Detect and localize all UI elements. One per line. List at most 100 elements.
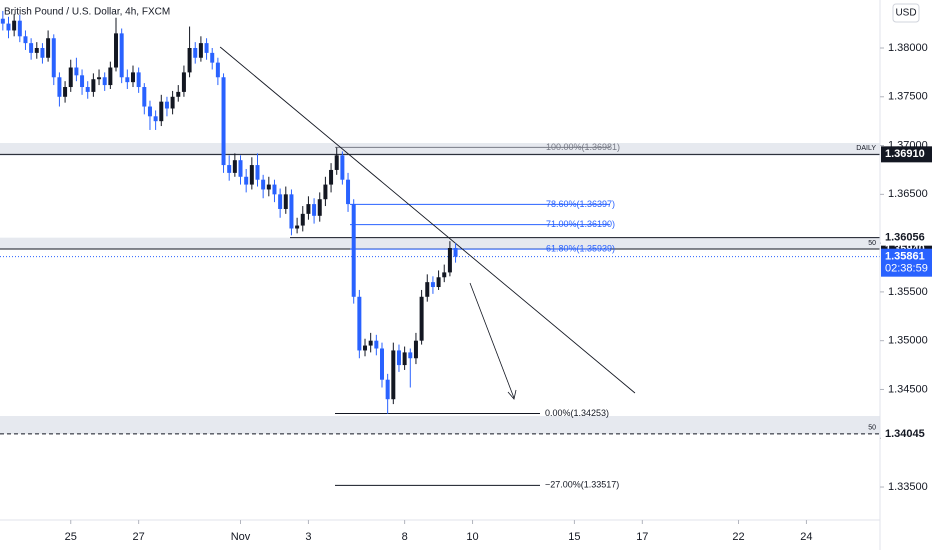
candle-body — [266, 184, 271, 190]
zone — [0, 237, 880, 249]
candle-body — [46, 38, 51, 58]
x-tick-label: 17 — [636, 531, 648, 543]
candle-body — [261, 179, 266, 190]
candle-body — [391, 350, 396, 400]
y-tick-label: 1.33500 — [888, 481, 928, 493]
candle-body — [85, 87, 90, 92]
candle-body — [17, 20, 22, 37]
fib-label: 78.60%(1.36397) — [546, 199, 615, 209]
level-label: 50 — [868, 425, 876, 432]
candle-body — [249, 165, 254, 185]
candle-body — [0, 18, 5, 24]
candle-body — [374, 340, 379, 349]
candle-body — [346, 179, 351, 205]
y-tick-label: 1.38000 — [888, 42, 928, 54]
candle-body — [181, 72, 186, 92]
candle-body — [119, 33, 124, 78]
candle-body — [176, 91, 181, 97]
fib-label: 71.00%(1.36190) — [546, 219, 615, 229]
candle-body — [340, 155, 345, 180]
candle-body — [368, 340, 373, 346]
level-label: DAILY — [856, 145, 876, 152]
price-badge-bg — [881, 229, 932, 246]
candle-body — [357, 296, 362, 351]
candle-body — [40, 48, 45, 58]
candle-body — [63, 87, 68, 97]
candle-body — [34, 48, 39, 53]
candle-body — [227, 165, 232, 173]
candle-body — [430, 282, 435, 288]
candle-body — [159, 101, 164, 122]
candle-body — [447, 248, 452, 273]
price-badge-bg — [881, 248, 932, 277]
candle-body — [6, 23, 11, 31]
y-tick-label: 1.37500 — [888, 91, 928, 103]
candle-body — [396, 350, 401, 366]
candle-body — [12, 20, 17, 31]
candle-body — [198, 43, 203, 58]
candle-body — [23, 36, 28, 44]
candle-body — [125, 77, 130, 83]
candle-body — [108, 67, 113, 86]
candle-body — [289, 194, 294, 229]
candle-body — [187, 48, 192, 73]
currency-label[interactable]: USD — [895, 8, 916, 19]
currency-button[interactable] — [892, 3, 920, 23]
price-badge: 1.36056 — [881, 229, 932, 246]
candle-body — [102, 77, 107, 86]
candle-body — [385, 379, 390, 400]
x-tick-label: 22 — [732, 531, 744, 543]
plot — [0, 143, 880, 435]
candle-body — [334, 155, 339, 170]
x-tick-label: 24 — [800, 531, 812, 543]
candle-body — [215, 62, 220, 78]
trendline — [219, 46, 636, 394]
candle-body — [278, 194, 283, 209]
candle-body — [91, 79, 96, 92]
candle-body — [419, 296, 424, 341]
price-badge: 1.34045 — [881, 425, 932, 442]
candle-body — [413, 340, 418, 359]
candle-body — [136, 72, 141, 88]
candle-body — [80, 75, 85, 88]
candle-body — [68, 67, 73, 88]
candle-body — [147, 106, 152, 117]
x-tick-label: 3 — [305, 531, 311, 543]
candle-body — [204, 43, 209, 53]
price-badge-label: 1.34045 — [885, 428, 925, 440]
price-badge-bg — [881, 146, 932, 163]
candle-body — [363, 345, 368, 351]
candle-body — [210, 52, 215, 63]
x-tick-label: 25 — [65, 531, 77, 543]
candle-body — [114, 33, 119, 68]
x-tick-label: 15 — [568, 531, 580, 543]
candle-body — [74, 67, 79, 76]
candle-body — [402, 352, 407, 366]
candle-body — [29, 43, 34, 53]
candle-body — [295, 225, 300, 229]
candle-body — [300, 213, 305, 226]
y-tick-label: 1.35000 — [888, 335, 928, 347]
candle-body — [221, 77, 226, 166]
fib-label: 61.80%(1.35939) — [546, 243, 615, 253]
candle-body — [130, 72, 135, 83]
x-tick-label: 10 — [466, 531, 478, 543]
candle-body — [453, 248, 458, 257]
candle-body — [317, 199, 322, 216]
candle-body — [57, 77, 62, 97]
x-tick-label: 8 — [402, 531, 408, 543]
candle-body — [408, 352, 413, 359]
candle-body — [436, 277, 441, 288]
y-tick-label: 1.34500 — [888, 383, 928, 395]
candle-body — [193, 48, 198, 58]
zone — [0, 416, 880, 435]
y-tick-label: 1.36500 — [888, 188, 928, 200]
candle-body — [329, 169, 334, 185]
zone — [0, 143, 880, 156]
y-tick-label: 1.35500 — [888, 286, 928, 298]
candle-body — [272, 184, 277, 195]
fib-label: 100.00%(1.36981) — [546, 142, 620, 152]
